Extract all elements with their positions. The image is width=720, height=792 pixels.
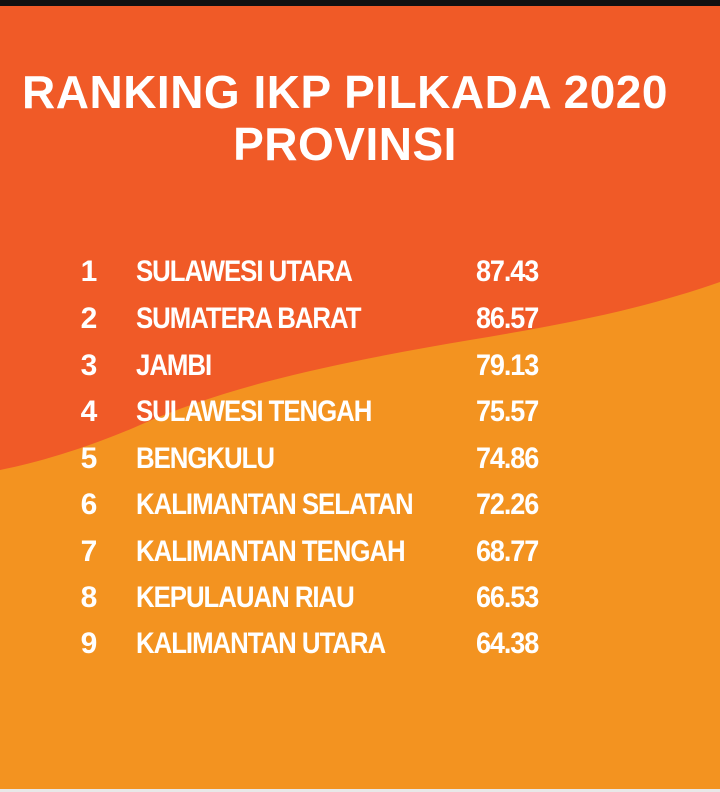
ranking-row: 8 KEPULAUAN RIAU 66.53 [0,578,720,618]
province-name: KALIMANTAN SELATAN [136,488,414,521]
score-value: 74.86 [476,442,539,475]
rank-number: 3 [80,349,98,382]
rank-number: 9 [80,627,98,660]
province-name: KALIMANTAN TENGAH [136,535,406,568]
province-name: KALIMANTAN UTARA [136,627,386,660]
rank-number: 4 [80,395,98,428]
ranking-row: 6 KALIMANTAN SELATAN 72.26 [0,485,720,525]
rank-number: 1 [80,255,98,288]
rank-number: 5 [80,442,98,475]
score-value: 72.26 [476,488,539,521]
score-value: 87.43 [476,255,539,288]
ranking-row: 3 JAMBI 79.13 [0,346,720,386]
province-name: JAMBI [136,349,212,382]
province-name: SULAWESI TENGAH [136,395,372,428]
score-value: 68.77 [476,535,539,568]
ranking-row: 4 SULAWESI TENGAH 75.57 [0,392,720,432]
rank-number: 8 [80,581,98,614]
rank-number: 7 [80,535,98,568]
ranking-row: 1 SULAWESI UTARA 87.43 [0,252,720,292]
title-line-2: PROVINSI [233,118,457,170]
province-name: SULAWESI UTARA [136,255,353,288]
rank-number: 6 [80,488,98,521]
score-value: 75.57 [476,395,539,428]
province-name: KEPULAUAN RIAU [136,581,355,614]
top-border [0,0,720,6]
ranking-row: 5 BENGKULU 74.86 [0,439,720,479]
score-value: 66.53 [476,581,539,614]
red-wave-region [0,6,720,470]
score-value: 64.38 [476,627,539,660]
score-value: 79.13 [476,349,539,382]
title-line-1: RANKING IKP PILKADA 2020 [22,66,668,118]
ranking-row: 9 KALIMANTAN UTARA 64.38 [0,624,720,664]
score-value: 86.57 [476,302,539,335]
ranking-row: 7 KALIMANTAN TENGAH 68.77 [0,532,720,572]
province-name: BENGKULU [136,442,275,475]
bottom-edge [0,789,720,792]
province-name: SUMATERA BARAT [136,302,361,335]
ranking-row: 2 SUMATERA BARAT 86.57 [0,299,720,339]
rank-number: 2 [80,302,98,335]
